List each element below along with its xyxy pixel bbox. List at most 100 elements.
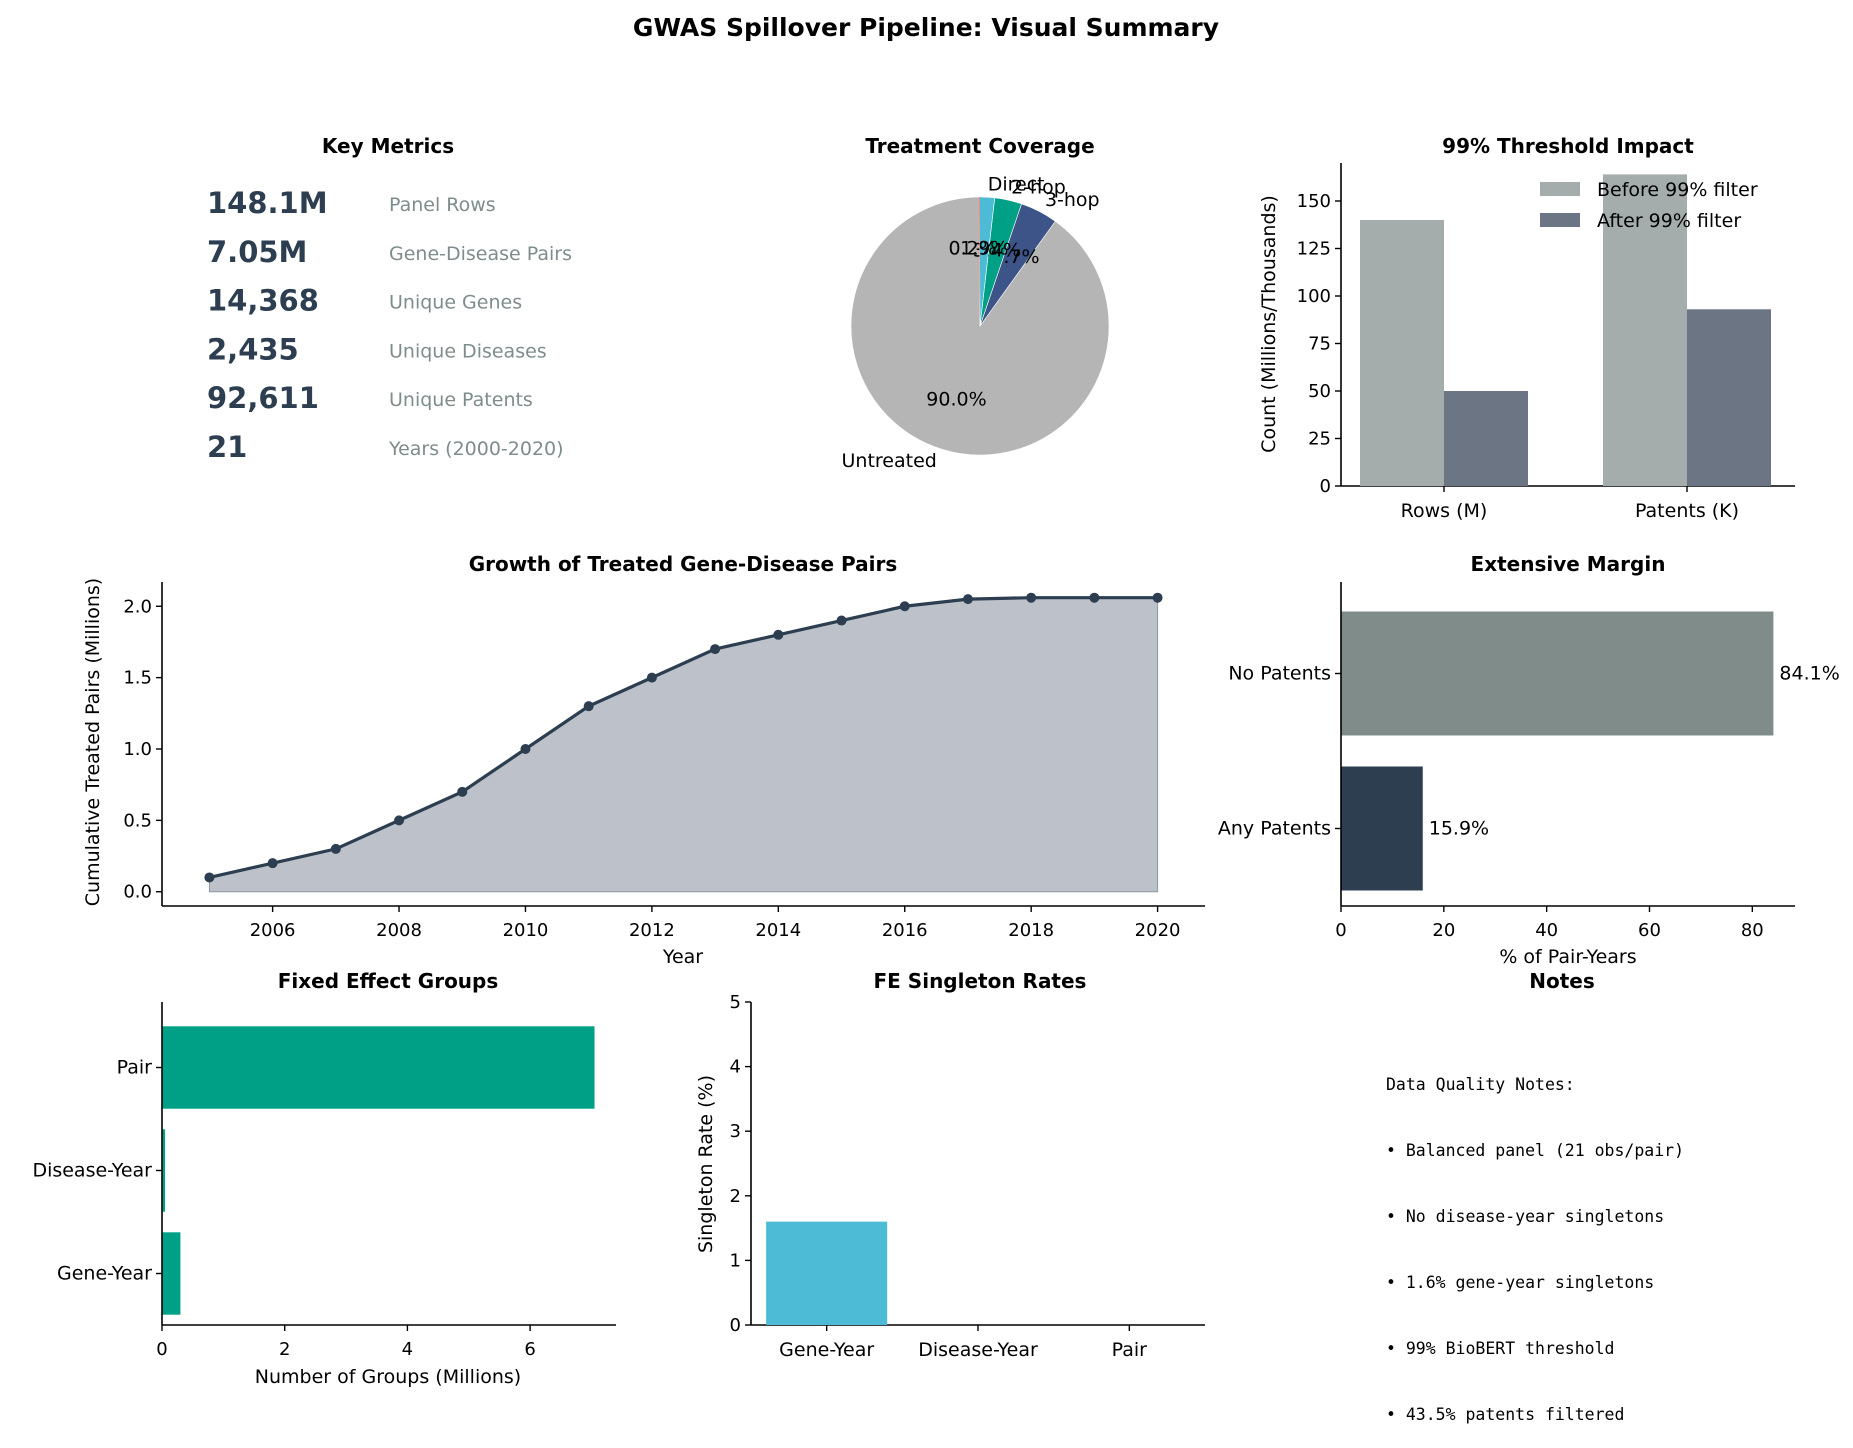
pie-label: 2-hop bbox=[1011, 177, 1066, 199]
key-metrics-title: Key Metrics bbox=[322, 134, 454, 158]
metric-value: 2,435 bbox=[207, 332, 299, 366]
y-tick-label: 0.5 bbox=[123, 810, 152, 831]
metric-label: Unique Diseases bbox=[389, 340, 547, 362]
data-point bbox=[1089, 592, 1100, 603]
extensive-margin-chart: Extensive Margin No Patents 84.1% Any Paten… bbox=[1218, 552, 1840, 968]
y-tick-label: 1.5 bbox=[123, 668, 152, 689]
data-point bbox=[394, 815, 405, 826]
y-tick-label: 150 bbox=[1297, 191, 1331, 212]
x-tick-label: 2012 bbox=[629, 920, 675, 941]
x-tick-label: 2020 bbox=[1135, 920, 1181, 941]
y-tick-label: 1.0 bbox=[123, 739, 152, 760]
y-axis-label: Count (Millions/Thousands) bbox=[1258, 195, 1280, 453]
data-point bbox=[457, 786, 468, 797]
x-tick-label: 4 bbox=[402, 1339, 413, 1360]
bar bbox=[1687, 309, 1771, 486]
growth-chart: Growth of Treated Gene-Disease Pairs 2006… bbox=[82, 552, 1205, 968]
metric-label: Unique Patents bbox=[389, 389, 533, 411]
x-tick-label: 2010 bbox=[503, 920, 549, 941]
y-axis-label: Singleton Rate (%) bbox=[695, 1075, 717, 1253]
y-tick-label: Disease-Year bbox=[32, 1160, 152, 1182]
y-tick-label: 100 bbox=[1297, 286, 1331, 307]
chart-title: Fixed Effect Groups bbox=[278, 969, 499, 993]
chart-title: Growth of Treated Gene-Disease Pairs bbox=[469, 552, 898, 576]
x-tick-label: 2018 bbox=[1008, 920, 1054, 941]
x-tick-label: 6 bbox=[524, 1339, 535, 1360]
y-tick-label: 2.0 bbox=[123, 596, 152, 617]
x-tick-label: 2006 bbox=[250, 920, 296, 941]
y-tick-label: 5 bbox=[730, 992, 741, 1013]
metric-label: Years (2000-2020) bbox=[388, 438, 564, 460]
legend-label: After 99% filter bbox=[1597, 210, 1741, 232]
notes-title: Notes bbox=[1529, 969, 1595, 993]
y-tick-label: 0 bbox=[1320, 476, 1331, 497]
figure-title: GWAS Spillover Pipeline: Visual Summary bbox=[633, 13, 1219, 42]
x-axis-label: Number of Groups (Millions) bbox=[255, 1366, 521, 1388]
chart-title: 99% Threshold Impact bbox=[1442, 134, 1694, 158]
metric-label: Panel Rows bbox=[389, 194, 496, 216]
notes-line: • Balanced panel (21 obs/pair) bbox=[1386, 1141, 1685, 1160]
fixed-effect-groups-chart: Fixed Effect Groups Pair Disease-Year Gene-… bbox=[32, 969, 616, 1388]
data-point bbox=[1152, 592, 1163, 603]
metric-value: 7.05M bbox=[207, 235, 307, 269]
x-tick-label: 2016 bbox=[882, 920, 928, 941]
x-tick-label: 0 bbox=[1335, 920, 1346, 941]
y-tick-label: 2 bbox=[730, 1186, 741, 1207]
data-point bbox=[1026, 592, 1037, 603]
pie-pct-label: 0.2% bbox=[949, 238, 997, 260]
bar bbox=[766, 1221, 888, 1325]
key-metrics-panel: Key Metrics 148.1M Panel Rows 7.05M Gene-Di… bbox=[207, 134, 572, 464]
bar bbox=[1444, 391, 1528, 486]
x-tick-label: Gene-Year bbox=[779, 1339, 874, 1361]
y-tick-label: 4 bbox=[730, 1057, 741, 1078]
data-point bbox=[962, 594, 973, 605]
bar bbox=[162, 1129, 166, 1212]
data-point bbox=[646, 672, 657, 683]
data-point bbox=[583, 701, 594, 712]
y-tick-label: 1 bbox=[730, 1250, 741, 1271]
pie-label: 3-hop bbox=[1045, 189, 1100, 211]
pie-label: Untreated bbox=[842, 450, 937, 472]
y-tick-label: 75 bbox=[1308, 334, 1331, 355]
data-point bbox=[204, 872, 215, 883]
legend-swatch bbox=[1540, 182, 1580, 196]
treatment-coverage-chart: Treatment CoverageUntreated90.0%3-hop4.7… bbox=[842, 134, 1110, 472]
bar bbox=[1341, 611, 1774, 736]
singleton-rates-chart: FE Singleton Rates 0 1 2 3 4 5 Gene-Year Disease… bbox=[695, 969, 1205, 1361]
legend-swatch bbox=[1540, 213, 1580, 227]
y-tick-label: 0 bbox=[730, 1315, 741, 1336]
data-point bbox=[710, 644, 721, 655]
figure-canvas: GWAS Spillover Pipeline: Visual Summary … bbox=[32, 13, 1840, 1388]
metric-label: Unique Genes bbox=[389, 292, 522, 314]
metric-value: 21 bbox=[207, 430, 247, 464]
x-tick-label: Disease-Year bbox=[918, 1339, 1038, 1361]
y-tick-label: No Patents bbox=[1228, 663, 1331, 685]
notes-line: • 1.6% gene-year singletons bbox=[1386, 1273, 1655, 1292]
x-tick-label: Pair bbox=[1112, 1339, 1148, 1361]
pie-slice bbox=[979, 197, 980, 326]
bar bbox=[162, 1232, 181, 1315]
x-tick-label: 2 bbox=[279, 1339, 290, 1360]
series-line bbox=[209, 596, 1158, 880]
chart-title: Treatment Coverage bbox=[865, 134, 1094, 158]
notes-text: Data Quality Notes: • Balanced panel (21… bbox=[1386, 1030, 1684, 1448]
x-tick-label: 2008 bbox=[376, 920, 422, 941]
data-label: 84.1% bbox=[1779, 663, 1839, 685]
metric-label: Gene-Disease Pairs bbox=[389, 243, 572, 265]
bar bbox=[1341, 766, 1423, 891]
legend-label: Before 99% filter bbox=[1597, 179, 1758, 201]
data-point bbox=[520, 743, 531, 754]
pie-pct-label: 1.9% bbox=[960, 238, 1008, 260]
x-tick-label: 60 bbox=[1638, 920, 1661, 941]
x-axis-label: % of Pair-Years bbox=[1499, 946, 1636, 968]
metric-value: 14,368 bbox=[207, 284, 319, 318]
x-tick-label: 40 bbox=[1535, 920, 1558, 941]
bar bbox=[162, 1026, 595, 1109]
x-tick-label: 0 bbox=[156, 1339, 167, 1360]
metric-value: 92,611 bbox=[207, 381, 319, 415]
y-tick-label: 3 bbox=[730, 1121, 741, 1142]
bar bbox=[1603, 174, 1687, 486]
y-tick-label: 25 bbox=[1308, 429, 1331, 450]
notes-line: • 43.5% patents filtered bbox=[1386, 1405, 1625, 1424]
data-label: 15.9% bbox=[1429, 818, 1489, 840]
